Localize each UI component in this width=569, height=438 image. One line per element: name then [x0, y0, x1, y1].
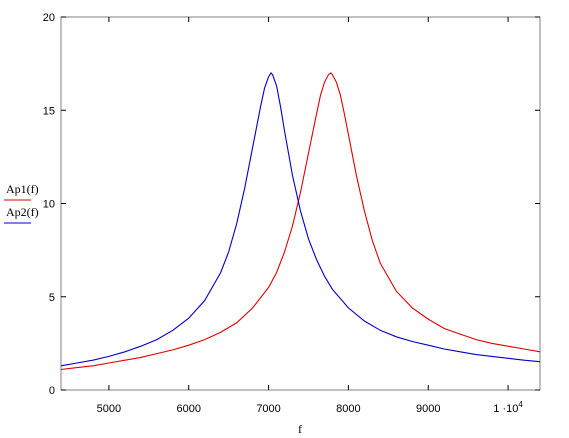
- x-axis-label: f: [298, 422, 302, 436]
- x-tick-label: 5000: [97, 403, 121, 415]
- x-tick-label: 1 ·104: [493, 400, 523, 415]
- x-tick-label-text: 8000: [336, 403, 360, 415]
- y-tick-label: 10: [43, 199, 55, 211]
- x-tick-label-text: 5000: [97, 403, 121, 415]
- x-tick-label-text: 1 ·10: [493, 403, 518, 415]
- series-line-1: [60, 72, 541, 371]
- legend-label-1: Ap1(f): [6, 182, 39, 196]
- legend: Ap1(f) Ap2(f): [4, 182, 39, 224]
- x-axis-ticks: 5000 6000 7000 8000 9000 1 ·104: [97, 17, 523, 415]
- y-tick-label: 0: [49, 385, 55, 397]
- y-tick-label: 5: [49, 292, 55, 304]
- x-tick-label: 7000: [256, 403, 280, 415]
- x-tick-label-text: 9000: [416, 403, 440, 415]
- x-tick-label-exponent: 4: [518, 400, 523, 409]
- legend-label-2: Ap2(f): [6, 205, 39, 219]
- y-tick-label: 20: [43, 12, 55, 24]
- y-axis-ticks: 0 5 10 15 20: [43, 12, 540, 397]
- x-tick-label: 6000: [176, 403, 200, 415]
- y-tick-label: 15: [43, 105, 55, 117]
- x-tick-label-text: 7000: [256, 403, 280, 415]
- x-tick-label: 9000: [416, 403, 440, 415]
- x-tick-label: 8000: [336, 403, 360, 415]
- series-lines: [60, 71, 541, 371]
- x-tick-label-text: 6000: [176, 403, 200, 415]
- series-line-2: [60, 71, 541, 367]
- plot-frame: [60, 16, 541, 391]
